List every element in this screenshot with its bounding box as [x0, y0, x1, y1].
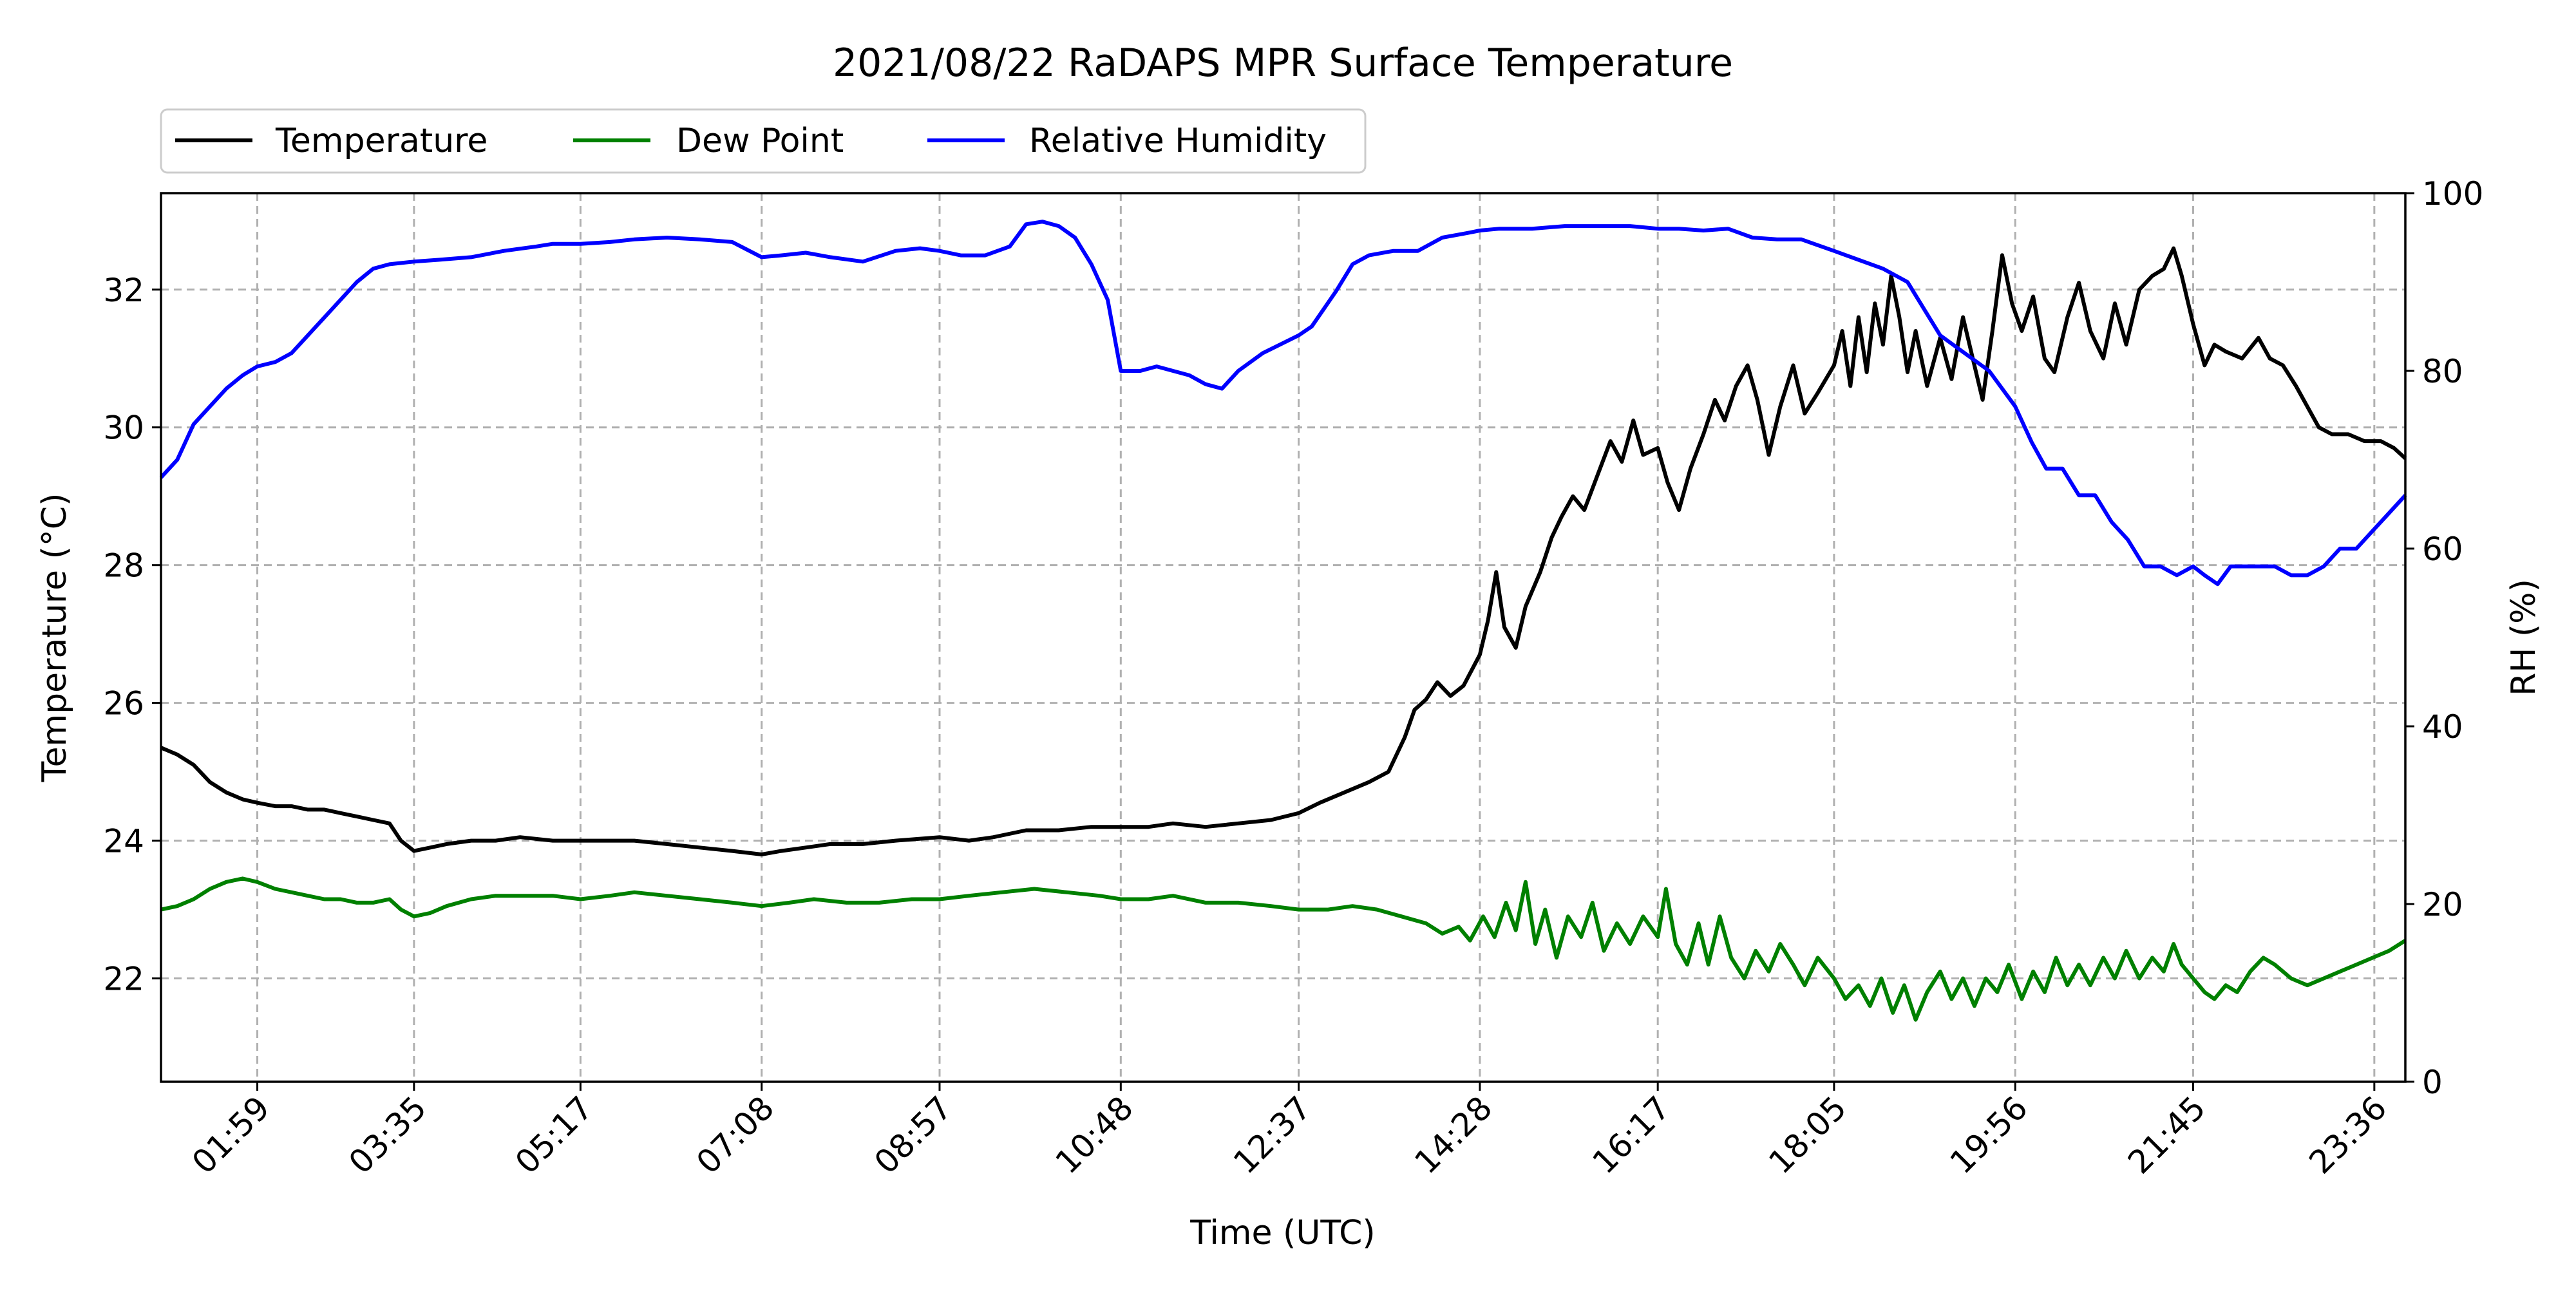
y-axis-label: Temperature (°C) — [35, 493, 74, 783]
grid-layer — [161, 193, 2405, 1082]
x-axis-label: Time (UTC) — [1189, 1214, 1375, 1252]
y-tick-label: 26 — [103, 685, 144, 722]
y2-axis-label: RH (%) — [2505, 579, 2543, 696]
legend-label-relative-humidity: Relative Humidity — [1029, 122, 1327, 160]
y2-tick-label: 0 — [2422, 1064, 2443, 1101]
y-tick-label: 30 — [103, 410, 144, 447]
y-tick-label: 22 — [103, 961, 144, 998]
y-tick-label: 32 — [103, 272, 144, 309]
plot-frame — [160, 192, 2407, 1083]
y-tick-label: 28 — [103, 547, 144, 585]
y2-tick-label: 80 — [2422, 353, 2463, 390]
y-tick-label: 24 — [103, 823, 144, 860]
legend: Temperature Dew Point Relative Humidity — [160, 108, 1367, 174]
legend-label-temperature: Temperature — [275, 122, 488, 160]
series-line-relative-humidity — [159, 220, 2407, 587]
y2-tick-label: 40 — [2422, 708, 2463, 746]
y2-tick-label: 20 — [2422, 886, 2463, 923]
legend-label-dew-point: Dew Point — [676, 122, 844, 160]
series-line-dew-point — [160, 876, 2407, 1022]
chart-title: 2021/08/22 RaDAPS MPR Surface Temperatur… — [833, 41, 1733, 86]
y2-tick-label: 60 — [2422, 531, 2463, 568]
y2-tick-label: 100 — [2422, 175, 2483, 212]
y-axis-right: 0 20 40 60 80 100 — [2405, 175, 2483, 1101]
series-line-temperature — [160, 246, 2407, 856]
legend-box — [160, 108, 1367, 174]
series-layer — [159, 220, 2407, 1022]
y-axis-left: 22 24 26 28 30 32 — [103, 272, 161, 998]
